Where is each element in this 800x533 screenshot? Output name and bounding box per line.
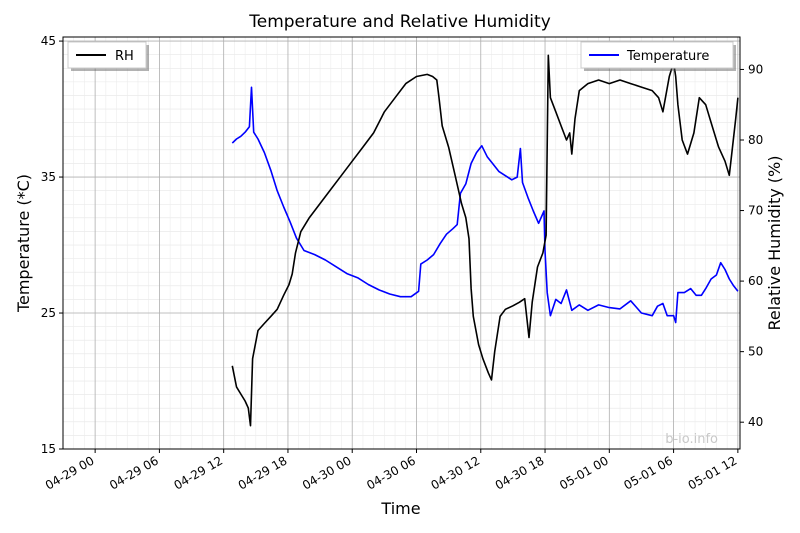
minor-grid <box>62 37 740 450</box>
series-line-rh <box>231 54 739 427</box>
x-axis: 04-29 00 04-29 06 04-29 12 04-29 18 04-30 00… <box>43 449 739 493</box>
x-tick-label: 05-01 12 <box>686 453 740 492</box>
x-tick-label: 04-29 12 <box>171 453 225 492</box>
x-axis-label: Time <box>380 499 420 518</box>
y-left-tick-label: 45 <box>41 34 56 48</box>
y-left-tick-label: 25 <box>41 306 56 320</box>
x-tick-label: 04-29 00 <box>43 453 97 492</box>
y-axis-left: 15 25 35 45 <box>41 34 63 456</box>
x-tick-label: 04-30 06 <box>364 453 418 492</box>
y-right-tick-label: 70 <box>748 204 763 218</box>
y-right-tick-label: 90 <box>748 62 763 76</box>
series-line-temperature <box>231 86 739 324</box>
legend-rh: RH <box>67 41 149 71</box>
y-axis-left-label: Temperature (*C) <box>14 174 33 313</box>
major-grid <box>63 37 740 450</box>
x-tick-label: 05-01 00 <box>557 453 611 492</box>
y-axis-right: 40 50 60 70 80 90 <box>740 62 763 429</box>
y-right-tick-label: 40 <box>748 415 763 429</box>
watermark: b-io.info <box>665 432 718 447</box>
y-left-tick-label: 35 <box>41 170 56 184</box>
y-axis-right-label: Relative Humidity (%) <box>765 156 784 331</box>
legend-temperature: Temperature <box>580 41 736 71</box>
y-right-tick-label: 50 <box>748 345 763 359</box>
y-left-tick-label: 15 <box>41 442 56 456</box>
x-tick-label: 04-29 18 <box>236 453 290 492</box>
legend-rh-label: RH <box>115 49 134 64</box>
x-tick-label: 04-30 12 <box>429 453 483 492</box>
x-tick-label: 04-29 06 <box>107 453 161 492</box>
legend-temperature-label: Temperature <box>626 49 709 64</box>
chart-title: Temperature and Relative Humidity <box>248 12 551 32</box>
x-tick-label: 04-30 18 <box>493 453 547 492</box>
x-tick-label: 04-30 00 <box>300 453 354 492</box>
plot-frame <box>62 36 741 450</box>
series-layer <box>231 54 739 427</box>
y-right-tick-label: 80 <box>748 133 763 147</box>
y-right-tick-label: 60 <box>748 274 763 288</box>
x-tick-label: 05-01 06 <box>621 453 675 492</box>
